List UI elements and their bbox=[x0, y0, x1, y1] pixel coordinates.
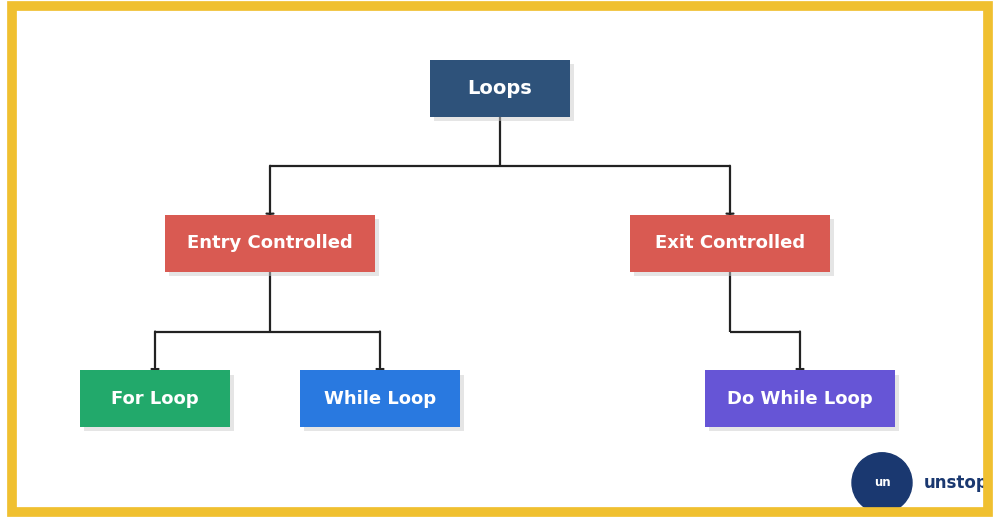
Ellipse shape bbox=[852, 453, 912, 513]
Text: unstop: unstop bbox=[924, 474, 989, 492]
FancyBboxPatch shape bbox=[709, 375, 899, 431]
FancyBboxPatch shape bbox=[80, 370, 230, 427]
FancyBboxPatch shape bbox=[434, 64, 574, 121]
FancyBboxPatch shape bbox=[630, 215, 830, 272]
Text: un: un bbox=[874, 476, 890, 490]
FancyBboxPatch shape bbox=[169, 219, 379, 276]
FancyBboxPatch shape bbox=[300, 370, 460, 427]
Text: While Loop: While Loop bbox=[324, 390, 436, 408]
FancyBboxPatch shape bbox=[84, 375, 234, 431]
FancyBboxPatch shape bbox=[165, 215, 375, 272]
FancyBboxPatch shape bbox=[634, 219, 834, 276]
Text: Loops: Loops bbox=[468, 79, 532, 97]
Text: For Loop: For Loop bbox=[111, 390, 199, 408]
FancyBboxPatch shape bbox=[304, 375, 464, 431]
FancyBboxPatch shape bbox=[430, 60, 570, 117]
Text: Do While Loop: Do While Loop bbox=[727, 390, 873, 408]
Text: Exit Controlled: Exit Controlled bbox=[655, 235, 805, 252]
Text: Entry Controlled: Entry Controlled bbox=[187, 235, 353, 252]
FancyBboxPatch shape bbox=[705, 370, 895, 427]
